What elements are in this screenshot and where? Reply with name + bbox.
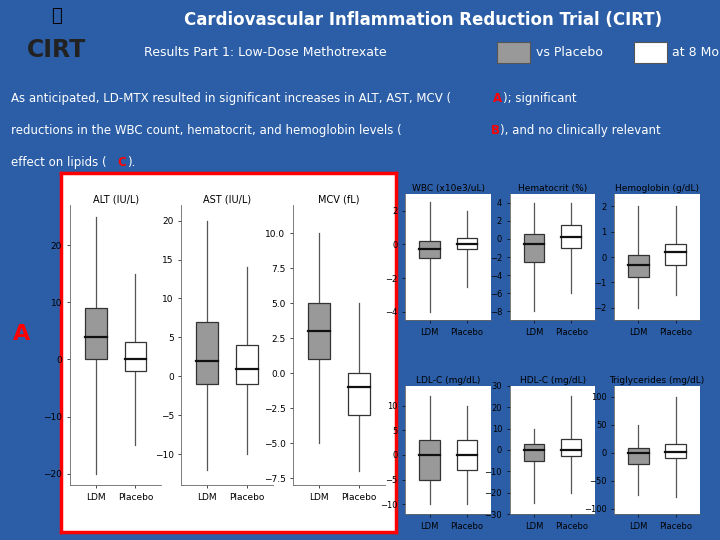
Title: WBC (x10e3/uL): WBC (x10e3/uL)	[412, 184, 485, 193]
Title: AST (IU/L): AST (IU/L)	[203, 194, 251, 204]
Text: 🔥: 🔥	[51, 7, 62, 25]
Bar	[456, 440, 477, 470]
FancyBboxPatch shape	[498, 42, 530, 63]
Title: LDL-C (mg/dL): LDL-C (mg/dL)	[416, 376, 480, 385]
Text: ); significant: ); significant	[503, 92, 576, 105]
Bar	[419, 241, 440, 258]
Text: A: A	[493, 92, 503, 105]
Bar	[125, 342, 146, 371]
Bar	[665, 245, 686, 265]
Text: at 8 Months: at 8 Months	[672, 46, 720, 59]
Title: Hemoglobin (g/dL): Hemoglobin (g/dL)	[615, 184, 699, 193]
Bar	[197, 322, 218, 384]
Text: Cardiovascular Inflammation Reduction Trial (CIRT): Cardiovascular Inflammation Reduction Tr…	[184, 11, 662, 29]
Title: Triglycerides (mg/dL): Triglycerides (mg/dL)	[609, 376, 705, 385]
Text: As anticipated, LD-MTX resulted in significant increases in ALT, AST, MCV (: As anticipated, LD-MTX resulted in signi…	[11, 92, 451, 105]
Text: A: A	[13, 325, 30, 345]
Bar	[523, 234, 544, 261]
Text: ).: ).	[127, 157, 135, 170]
Text: Results Part 1: Low-Dose Methotrexate: Results Part 1: Low-Dose Methotrexate	[144, 46, 387, 59]
Title: ALT (IU/L): ALT (IU/L)	[93, 194, 139, 204]
Text: effect on lipids (: effect on lipids (	[11, 157, 107, 170]
Bar	[456, 238, 477, 249]
Text: C: C	[719, 424, 720, 444]
Text: ), and no clinically relevant: ), and no clinically relevant	[500, 124, 661, 137]
Bar	[628, 254, 649, 277]
Bar	[419, 440, 440, 480]
Title: HDL-C (mg/dL): HDL-C (mg/dL)	[520, 376, 585, 385]
Text: vs Placebo: vs Placebo	[536, 46, 603, 59]
Text: B: B	[719, 244, 720, 264]
Bar	[523, 443, 544, 461]
Bar	[348, 373, 369, 415]
FancyBboxPatch shape	[634, 42, 667, 63]
Bar	[561, 439, 582, 456]
Bar	[561, 226, 582, 248]
Bar	[308, 303, 330, 359]
Text: B: B	[491, 124, 500, 137]
Text: C: C	[117, 157, 126, 170]
Bar	[236, 345, 258, 384]
Title: Hematocrit (%): Hematocrit (%)	[518, 184, 588, 193]
Bar	[665, 444, 686, 458]
Text: reductions in the WBC count, hematocrit, and hemoglobin levels (: reductions in the WBC count, hematocrit,…	[11, 124, 402, 137]
Bar	[85, 308, 107, 360]
Title: MCV (fL): MCV (fL)	[318, 194, 359, 204]
Text: CIRT: CIRT	[27, 38, 86, 62]
Bar	[628, 448, 649, 464]
